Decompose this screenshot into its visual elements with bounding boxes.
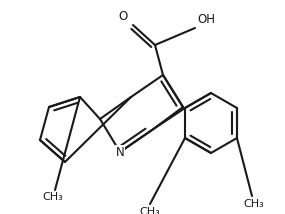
Text: N: N bbox=[116, 146, 124, 159]
Text: OH: OH bbox=[197, 13, 215, 26]
Text: CH₃: CH₃ bbox=[43, 192, 63, 202]
Text: CH₃: CH₃ bbox=[244, 199, 264, 209]
Text: CH₃: CH₃ bbox=[140, 207, 160, 214]
Text: O: O bbox=[119, 10, 128, 23]
